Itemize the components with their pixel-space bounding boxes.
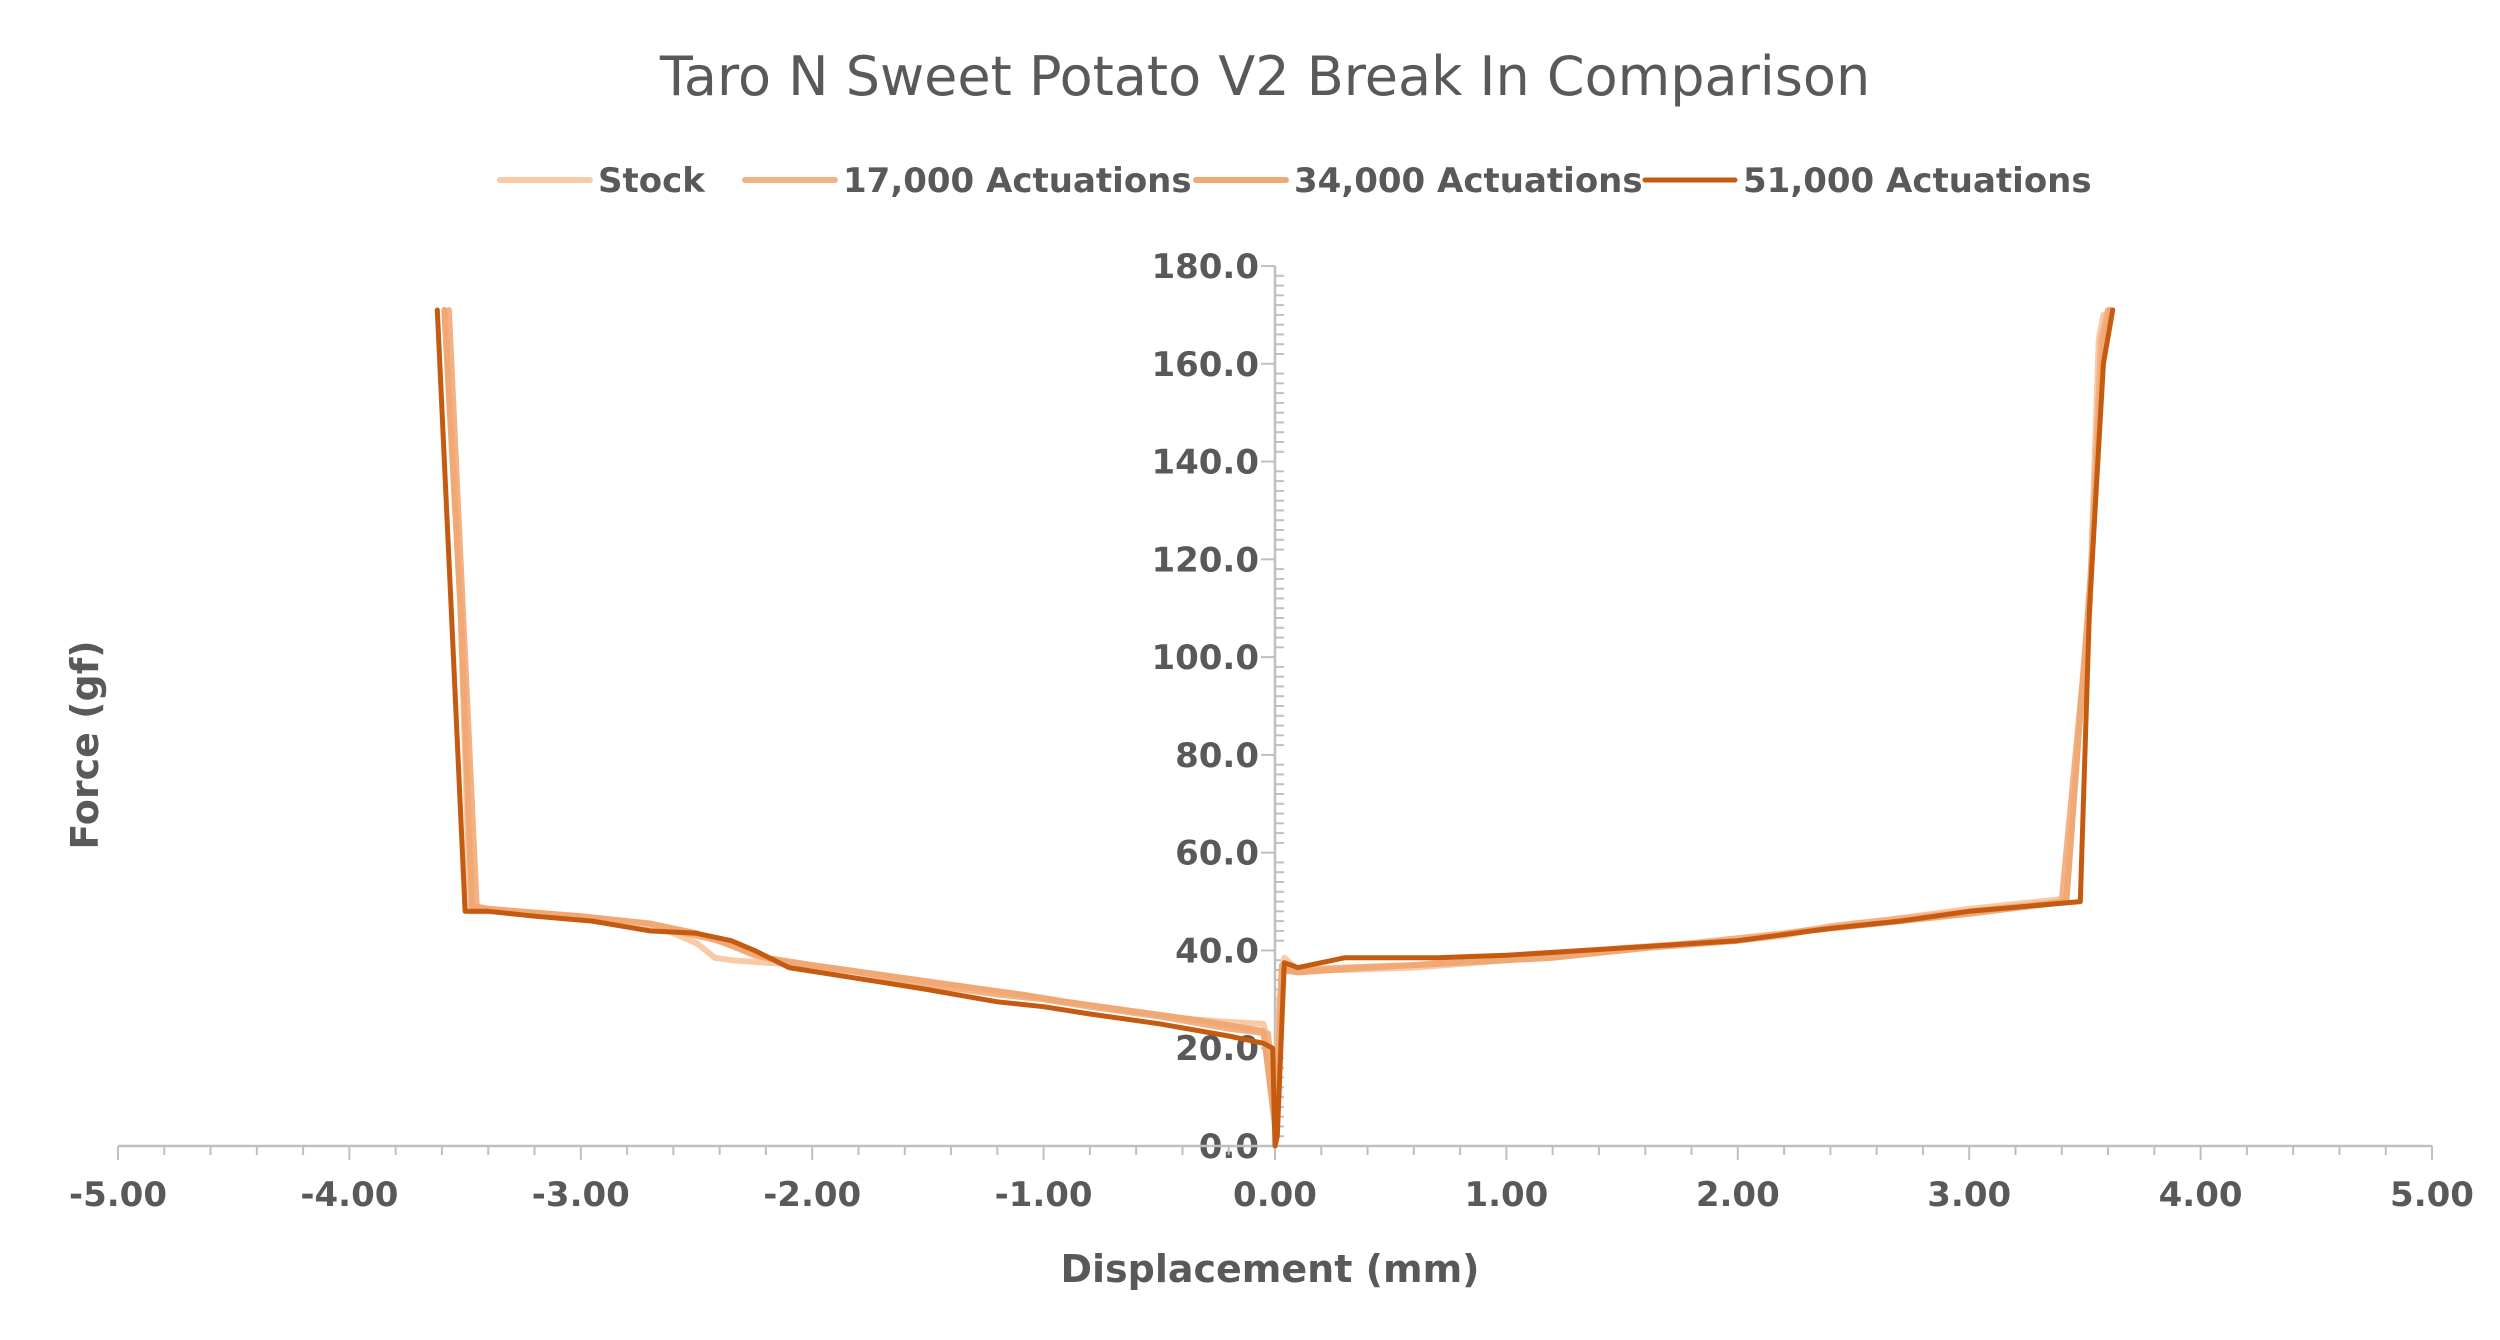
y-tick-label: 80.0 bbox=[1175, 736, 1259, 776]
chart-title: Taro N Sweet Potato V2 Break In Comparis… bbox=[659, 45, 1870, 108]
x-tick-label: -3.00 bbox=[532, 1175, 630, 1215]
legend-label-1: Stock bbox=[598, 161, 706, 201]
y-tick-label: 60.0 bbox=[1175, 834, 1259, 874]
x-tick-label: -5.00 bbox=[69, 1175, 167, 1215]
x-tick-label: 3.00 bbox=[1927, 1175, 2011, 1215]
x-tick-label: 5.00 bbox=[2390, 1175, 2474, 1215]
x-tick-label: 1.00 bbox=[1464, 1175, 1548, 1215]
y-axis-title: Force (gf) bbox=[63, 640, 107, 849]
y-tick-label: 140.0 bbox=[1151, 443, 1259, 483]
y-tick-label: 40.0 bbox=[1175, 931, 1259, 971]
series-layer bbox=[434, 307, 2116, 1149]
x-tick-label: 0.00 bbox=[1233, 1175, 1317, 1215]
x-tick-label: -2.00 bbox=[763, 1175, 861, 1215]
y-tick-label: 100.0 bbox=[1151, 638, 1259, 678]
legend: Stock 17,000 Actuations 34,000 Actuations 5… bbox=[497, 161, 2092, 201]
y-tick-label: 160.0 bbox=[1151, 345, 1259, 385]
y-tick-label: 120.0 bbox=[1151, 540, 1259, 580]
legend-label-3: 34,000 Actuations bbox=[1294, 161, 1643, 201]
x-tick-label: 2.00 bbox=[1696, 1175, 1780, 1215]
x-axis: -5.00 -4.00 -3.00 -2.00 -1.00 0.00 1.00 2.00 3.0… bbox=[69, 1144, 2474, 1215]
x-tick-label: -4.00 bbox=[300, 1175, 398, 1215]
x-tick-label: 4.00 bbox=[2159, 1175, 2243, 1215]
legend-label-4: 51,000 Actuations bbox=[1743, 161, 2092, 201]
y-tick-label: 180.0 bbox=[1151, 247, 1259, 287]
x-axis-title: Displacement (mm) bbox=[1060, 1247, 1479, 1291]
legend-label-2: 17,000 Actuations bbox=[843, 161, 1192, 201]
series-line-4 bbox=[434, 307, 2116, 1149]
y-axis: 0.020.040.060.080.0100.0120.0140.0160.01… bbox=[1151, 247, 1284, 1167]
x-tick-label: -1.00 bbox=[995, 1175, 1093, 1215]
